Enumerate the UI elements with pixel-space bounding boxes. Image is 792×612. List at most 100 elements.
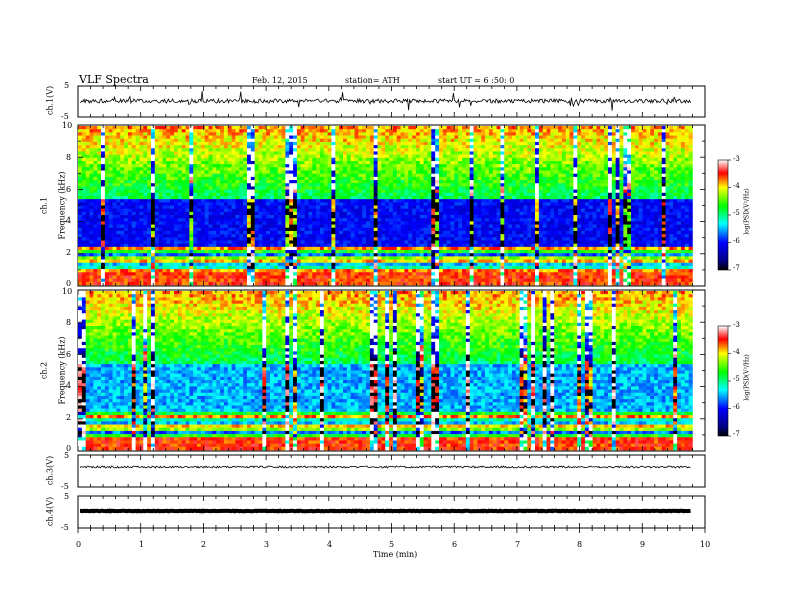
spectrogram-cell: [135, 192, 140, 197]
spectrogram-cell: [131, 138, 136, 143]
spectrogram-cell: [319, 199, 325, 203]
spectrogram-cell: [316, 199, 321, 203]
spectrogram-cell: [246, 215, 252, 219]
spectrogram-cell: [477, 129, 482, 133]
spectrogram-cell: [166, 195, 171, 200]
spectrogram-cell: [627, 154, 632, 159]
spectrogram-cell: [166, 183, 171, 187]
spectrogram-cell: [116, 176, 121, 181]
spectrogram-cell: [450, 195, 455, 200]
spectrogram-cell: [657, 195, 663, 200]
spectrogram-cell: [412, 141, 417, 146]
spectrogram-cell: [127, 195, 133, 200]
spectrogram-cell: [212, 145, 217, 149]
spectrogram-cell: [581, 199, 586, 203]
spectrogram-cell: [354, 176, 359, 181]
spectrogram-cell: [216, 157, 221, 162]
spectrogram-cell: [158, 205, 163, 209]
spectrogram-cell: [85, 129, 90, 133]
spectrogram-cell: [289, 132, 294, 136]
spectrogram-cell: [243, 138, 248, 143]
spectrogram-cell: [596, 135, 601, 140]
spectrogram-cell: [327, 183, 332, 187]
spectrogram-cell: [561, 215, 567, 219]
spectrogram-cell: [377, 202, 382, 206]
spectrogram-cell: [131, 205, 136, 209]
spectrogram-cell: [131, 199, 136, 203]
spectrogram-cell: [677, 145, 682, 149]
spectrogram-cell: [535, 215, 540, 219]
spectrogram-cell: [193, 154, 198, 159]
spectrogram-cell: [400, 221, 405, 225]
spectrogram-cell: [481, 176, 486, 181]
spectrogram-cell: [465, 164, 471, 168]
spectrogram-cell: [254, 221, 259, 225]
spectrogram-cell: [227, 208, 232, 213]
spectrogram-cell: [650, 145, 655, 149]
spectrogram-cell: [381, 129, 386, 133]
spectrogram-cell: [642, 183, 647, 187]
spectrogram-cell: [85, 224, 90, 229]
spectrogram-cell: [254, 154, 259, 159]
spectrogram-cell: [423, 215, 428, 219]
spectrogram-cell: [131, 202, 136, 206]
spectrogram-cell: [665, 170, 670, 174]
spectrogram-cell: [200, 129, 206, 133]
spectrogram-cell: [508, 160, 513, 165]
spectrogram-cell: [185, 183, 190, 187]
spectrogram-cell: [162, 224, 167, 229]
spectrogram-cell: [657, 221, 663, 225]
spectrogram-cell: [200, 199, 206, 203]
spectrogram-cell: [327, 135, 332, 140]
spectrogram-cell: [354, 208, 359, 213]
spectrogram-cell: [554, 183, 559, 187]
spectrogram-cell: [281, 221, 286, 225]
spectrogram-cell: [85, 176, 90, 181]
spectrogram-cell: [427, 195, 432, 200]
spectrogram-cell: [427, 145, 432, 149]
spectrogram-cell: [362, 145, 367, 149]
spectrogram-cell: [350, 167, 355, 171]
spectrogram-cell: [554, 180, 559, 184]
spectrogram-cell: [665, 145, 670, 149]
spectrogram-cell: [392, 208, 398, 213]
spectrogram-cell: [197, 145, 202, 149]
spectrogram-cell: [427, 215, 432, 219]
spectrogram-cell: [611, 208, 616, 213]
spectrogram-cell: [127, 135, 133, 140]
spectrogram-cell: [542, 199, 547, 203]
spectrogram-cell: [619, 148, 624, 152]
spectrogram-cell: [350, 183, 355, 187]
spectrogram-cell: [600, 129, 605, 133]
spectrogram-cell: [289, 151, 294, 155]
spectrogram-cell: [450, 138, 455, 143]
spectrogram-cell: [531, 135, 536, 140]
spectrogram-cell: [519, 141, 524, 146]
spectrogram-cell: [78, 154, 83, 159]
spectrogram-cell: [85, 218, 90, 222]
spectrogram-cell: [139, 145, 144, 149]
spectrogram-cell: [335, 173, 340, 178]
spectrogram-cell: [170, 202, 175, 206]
spectrogram-cell: [584, 176, 590, 181]
spectrogram-cell: [124, 199, 129, 203]
spectrogram-cell: [262, 154, 267, 159]
spectrogram-cell: [631, 167, 636, 171]
spectrogram-cell: [342, 202, 348, 206]
spectrogram-cell: [473, 132, 478, 136]
spectrogram-cell: [631, 208, 636, 213]
spectrogram-cell: [569, 211, 574, 216]
spectrogram-cell: [646, 157, 651, 162]
spectrogram-cell: [523, 170, 528, 174]
spectrogram-cell: [104, 202, 110, 206]
spectrogram-cell: [223, 160, 229, 165]
spectrogram-cell: [607, 151, 613, 155]
spectrogram-cell: [81, 126, 86, 130]
spectrogram-cell: [273, 167, 278, 171]
spectrogram-cell: [304, 167, 309, 171]
spectrogram-cell: [565, 135, 570, 140]
spectrogram-cell: [139, 135, 144, 140]
spectrogram-cell: [212, 135, 217, 140]
spectrogram-cell: [523, 199, 528, 203]
spectrogram-cell: [316, 176, 321, 181]
